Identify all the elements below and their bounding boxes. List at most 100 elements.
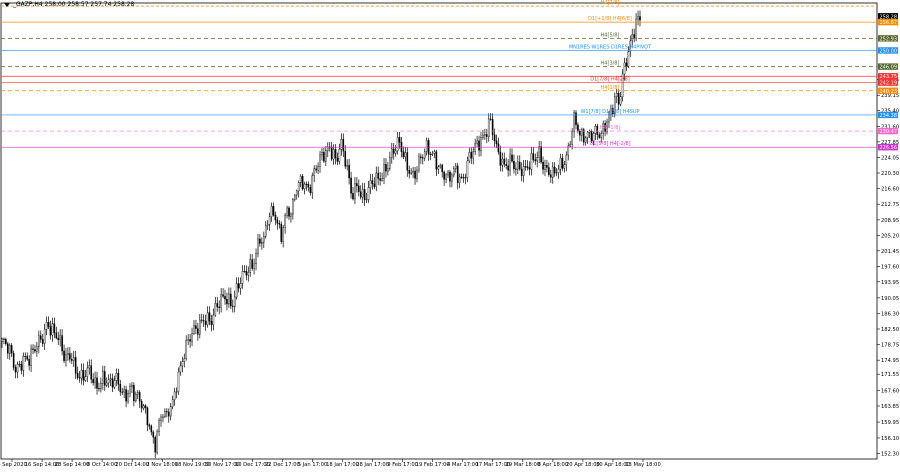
candle-body [214,303,217,316]
candle-body [131,385,133,387]
candle-body [538,146,540,158]
chevron-down-icon[interactable] [4,2,10,7]
candle-body [396,137,399,152]
candle-body [98,388,100,390]
candle-body [284,215,286,228]
candle-body [330,146,333,160]
candle-body [142,405,145,409]
candle-body [286,207,288,216]
x-tick-label: 8 Oct 14:00 [87,462,118,468]
candle-body [259,238,261,244]
candle-body [389,157,391,169]
candle-body [301,175,304,190]
candle-body [321,152,323,156]
candle-body [431,152,434,155]
candle-body [596,125,599,135]
candle-body [84,376,87,381]
candle-body [555,172,558,174]
candle-body [80,369,83,379]
candle-body [268,216,271,225]
candle-body [359,191,362,198]
candle-body [41,339,44,344]
candle-body [625,62,628,67]
candle-body [511,154,513,162]
candle-body [470,151,473,159]
candle-body [36,346,38,352]
price-tag [878,111,898,119]
candle-body [140,401,143,409]
x-tick-label: 8 Apr 18:00 [538,462,569,468]
candle-body [435,151,438,170]
candle-body [237,283,240,289]
candle-body [107,379,110,384]
y-tick-label: 201.45 [881,249,899,255]
candle-body [28,359,30,366]
price-tag-label: 258.28 [880,14,898,20]
candle-body [76,373,79,378]
candle-body [22,355,25,371]
candle-body [311,175,314,194]
candle-body [102,371,104,384]
candle-body [202,320,205,322]
candle-body [121,391,124,393]
price-tag [878,127,898,135]
candle-body [445,174,447,180]
candle-body [100,383,102,389]
candle-body [200,319,203,321]
candle-body [590,130,593,142]
candle-body [187,339,189,341]
candle-body [509,154,511,171]
candle-body [235,283,238,298]
candle-body [416,169,418,179]
candle-body [453,168,455,176]
candle-body [45,321,48,330]
candle-body [136,392,139,395]
candle-body [383,164,385,180]
x-tick-label: 4 Mar 17:00 [447,462,478,468]
candle-body [212,314,215,325]
candle-body [491,119,494,135]
candle-body [8,345,11,354]
candle-body [74,357,77,374]
candle-body [584,137,587,143]
candle-body [303,183,306,190]
candle-body [606,121,608,133]
candle-body [325,150,327,162]
candle-body [414,170,416,179]
candle-body [439,164,442,167]
candle-body [34,349,36,352]
candle-body [274,214,277,221]
price-tag [878,18,898,26]
price-tag-label: 234.38 [880,113,898,119]
y-tick-label: 239.15 [881,93,899,99]
candle-body [344,150,347,167]
candle-body [218,306,220,308]
candle-body [185,340,188,359]
candle-body [278,222,281,225]
candle-body [365,199,368,201]
candle-body [369,180,372,188]
candle-body [272,206,275,216]
x-tick-label: 20 Apr 18:00 [566,462,600,468]
candle-body [515,168,517,170]
candle-body [567,145,570,156]
candle-body [487,118,490,137]
candle-body [158,420,160,432]
candle-body [586,132,589,138]
candle-body [501,158,504,166]
candle-body [230,293,232,307]
y-tick-label: 205.20 [881,233,899,239]
candle-body [169,406,172,417]
candle-body [367,187,370,200]
candle-body [354,183,356,200]
y-tick-label: 156.10 [881,436,899,442]
candle-body [528,167,531,170]
candle-body [505,163,507,166]
x-tick-label: 19 Feb 17:00 [416,462,450,468]
candle-body [280,224,283,242]
candle-body [282,227,284,242]
candle-body [548,167,550,175]
candle-body [600,133,603,138]
